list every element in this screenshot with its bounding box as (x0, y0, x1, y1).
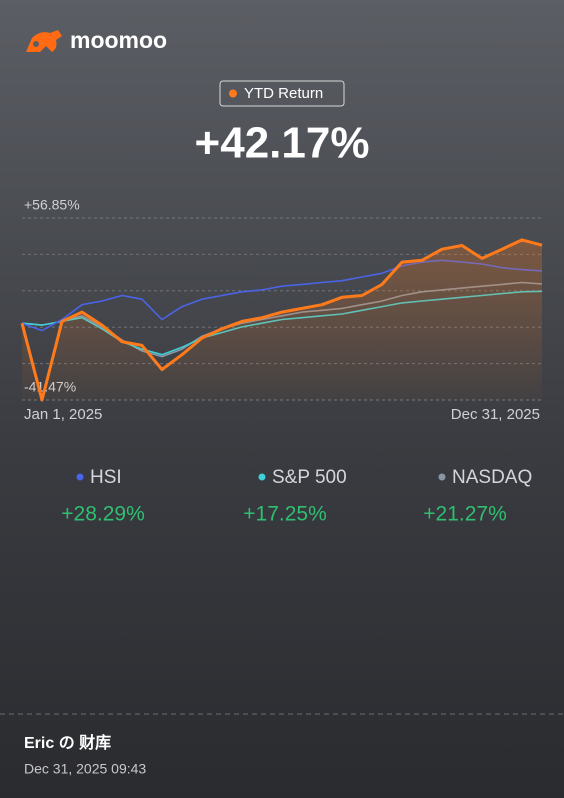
legend-label: NASDAQ (452, 467, 532, 488)
area (22, 239, 542, 400)
y-tick-label: +56.85% (24, 197, 80, 213)
timestamp: Dec 31, 2025 09:43 (24, 761, 146, 777)
legend-value: +21.27% (423, 503, 507, 526)
x-tick-label: Jan 1, 2025 (24, 406, 102, 423)
badge-dot (229, 89, 237, 98)
user-name: Eric の 财库 (24, 733, 111, 752)
legend-label: S&P 500 (272, 467, 347, 488)
badge-label: YTD Return (244, 85, 323, 102)
brand: moomoo (70, 27, 167, 53)
legend-dot (76, 473, 84, 481)
legend-dot (258, 473, 266, 481)
legend-value: +17.25% (243, 503, 327, 526)
logo-icon (26, 30, 62, 52)
legend-value: +28.29% (61, 503, 145, 526)
legend-dot (438, 473, 446, 481)
total-return: +42.17% (195, 119, 370, 168)
line (20, 238, 543, 402)
x-tick-label: Dec 31, 2025 (451, 406, 540, 423)
badge (219, 80, 345, 107)
legend-label: HSI (90, 467, 122, 488)
